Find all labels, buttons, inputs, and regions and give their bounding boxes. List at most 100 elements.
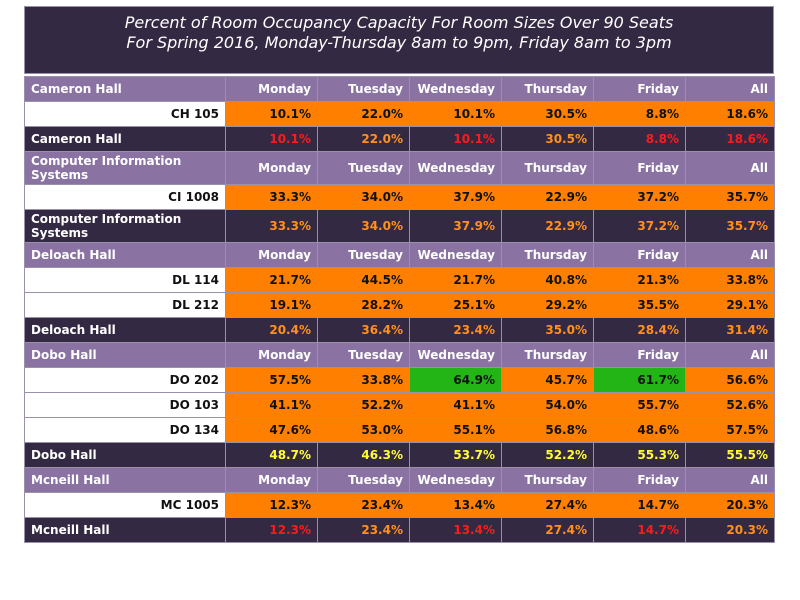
- occupancy-value: 30.5%: [501, 101, 594, 127]
- room-name: MC 1005: [24, 492, 226, 518]
- column-header: Monday: [225, 76, 318, 102]
- room-name: DL 114: [24, 267, 226, 293]
- occupancy-value: 23.4%: [317, 492, 410, 518]
- column-header: Wednesday: [409, 76, 502, 102]
- building-total-value: 34.0%: [317, 209, 410, 243]
- building-name: Dobo Hall: [24, 342, 226, 368]
- building-header-row: Computer Information Systems Monday Tuesda…: [24, 151, 775, 185]
- building-total-value: 10.1%: [409, 126, 502, 152]
- column-header: Tuesday: [317, 151, 410, 185]
- occupancy-value: 37.9%: [409, 184, 502, 210]
- building-total-name: Computer Information Systems: [24, 209, 226, 243]
- occupancy-value: 52.2%: [317, 392, 410, 418]
- occupancy-table: Cameron Hall Monday Tuesday Wednesday Thursd…: [24, 76, 775, 543]
- occupancy-value: 44.5%: [317, 267, 410, 293]
- occupancy-value: 28.2%: [317, 292, 410, 318]
- building-total-value: 27.4%: [501, 517, 594, 543]
- column-header: Wednesday: [409, 342, 502, 368]
- building-name: Computer Information Systems: [24, 151, 226, 185]
- occupancy-value: 29.1%: [685, 292, 775, 318]
- building-total-value: 31.4%: [685, 317, 775, 343]
- occupancy-value: 33.3%: [225, 184, 318, 210]
- building-total-row: Cameron Hall 10.1% 22.0% 10.1% 30.5% 8.8% 18.6…: [24, 126, 775, 152]
- building-total-value: 20.4%: [225, 317, 318, 343]
- occupancy-value: 64.9%: [409, 367, 502, 393]
- occupancy-value: 57.5%: [685, 417, 775, 443]
- building-total-value: 10.1%: [225, 126, 318, 152]
- occupancy-value: 41.1%: [225, 392, 318, 418]
- building-total-value: 55.5%: [685, 442, 775, 468]
- column-header: Thursday: [501, 467, 594, 493]
- occupancy-value: 61.7%: [593, 367, 686, 393]
- column-header: Tuesday: [317, 242, 410, 268]
- building-header-row: Cameron Hall Monday Tuesday Wednesday Thursd…: [24, 76, 775, 102]
- building-total-name: Mcneill Hall: [24, 517, 226, 543]
- occupancy-value: 56.6%: [685, 367, 775, 393]
- occupancy-value: 27.4%: [501, 492, 594, 518]
- room-name: DO 103: [24, 392, 226, 418]
- report-title: Percent of Room Occupancy Capacity For R…: [124, 13, 674, 32]
- building-total-value: 35.0%: [501, 317, 594, 343]
- building-header-row: Dobo Hall Monday Tuesday Wednesday Thursday F…: [24, 342, 775, 368]
- column-header: Monday: [225, 467, 318, 493]
- occupancy-value: 48.6%: [593, 417, 686, 443]
- building-total-name: Deloach Hall: [24, 317, 226, 343]
- occupancy-value: 13.4%: [409, 492, 502, 518]
- building-header-row: Deloach Hall Monday Tuesday Wednesday Thursd…: [24, 242, 775, 268]
- column-header: Tuesday: [317, 342, 410, 368]
- room-row: DL 212 19.1% 28.2% 25.1% 29.2% 35.5% 29.1%: [24, 292, 775, 318]
- building-name: Deloach Hall: [24, 242, 226, 268]
- room-name: DO 134: [24, 417, 226, 443]
- column-header: Tuesday: [317, 467, 410, 493]
- building-total-row: Dobo Hall 48.7% 46.3% 53.7% 52.2% 55.3% 55.5%: [24, 442, 775, 468]
- building-total-value: 14.7%: [593, 517, 686, 543]
- column-header: Monday: [225, 242, 318, 268]
- occupancy-value: 55.1%: [409, 417, 502, 443]
- column-header: Monday: [225, 342, 318, 368]
- building-total-row: Computer Information Systems 33.3% 34.0% 37…: [24, 209, 775, 243]
- occupancy-value: 35.7%: [685, 184, 775, 210]
- column-header: All: [685, 242, 775, 268]
- column-header: Thursday: [501, 342, 594, 368]
- building-total-value: 23.4%: [409, 317, 502, 343]
- occupancy-value: 21.3%: [593, 267, 686, 293]
- building-name: Cameron Hall: [24, 76, 226, 102]
- occupancy-report: Percent of Room Occupancy Capacity For R…: [24, 6, 775, 543]
- room-row: CI 1008 33.3% 34.0% 37.9% 22.9% 37.2% 35.7%: [24, 184, 775, 210]
- building-total-value: 30.5%: [501, 126, 594, 152]
- occupancy-value: 54.0%: [501, 392, 594, 418]
- occupancy-value: 45.7%: [501, 367, 594, 393]
- building-total-name: Dobo Hall: [24, 442, 226, 468]
- room-row: DO 134 47.6% 53.0% 55.1% 56.8% 48.6% 57.5%: [24, 417, 775, 443]
- building-total-value: 8.8%: [593, 126, 686, 152]
- column-header: Tuesday: [317, 76, 410, 102]
- room-row: DO 202 57.5% 33.8% 64.9% 45.7% 61.7% 56.6%: [24, 367, 775, 393]
- column-header: Thursday: [501, 151, 594, 185]
- room-row: DO 103 41.1% 52.2% 41.1% 54.0% 55.7% 52.6%: [24, 392, 775, 418]
- occupancy-value: 57.5%: [225, 367, 318, 393]
- occupancy-value: 40.8%: [501, 267, 594, 293]
- building-total-value: 12.3%: [225, 517, 318, 543]
- occupancy-value: 25.1%: [409, 292, 502, 318]
- building-total-value: 22.0%: [317, 126, 410, 152]
- column-header: All: [685, 467, 775, 493]
- occupancy-value: 56.8%: [501, 417, 594, 443]
- occupancy-value: 34.0%: [317, 184, 410, 210]
- occupancy-value: 19.1%: [225, 292, 318, 318]
- occupancy-value: 10.1%: [409, 101, 502, 127]
- occupancy-value: 29.2%: [501, 292, 594, 318]
- occupancy-value: 14.7%: [593, 492, 686, 518]
- column-header: All: [685, 342, 775, 368]
- column-header: Monday: [225, 151, 318, 185]
- building-total-value: 37.9%: [409, 209, 502, 243]
- occupancy-value: 18.6%: [685, 101, 775, 127]
- column-header: Friday: [593, 467, 686, 493]
- column-header: Friday: [593, 151, 686, 185]
- occupancy-value: 21.7%: [225, 267, 318, 293]
- column-header: Wednesday: [409, 242, 502, 268]
- report-subtitle: For Spring 2016, Monday-Thursday 8am to …: [126, 33, 672, 52]
- building-total-value: 48.7%: [225, 442, 318, 468]
- room-name: DL 212: [24, 292, 226, 318]
- room-row: MC 1005 12.3% 23.4% 13.4% 27.4% 14.7% 20.3%: [24, 492, 775, 518]
- column-header: Friday: [593, 76, 686, 102]
